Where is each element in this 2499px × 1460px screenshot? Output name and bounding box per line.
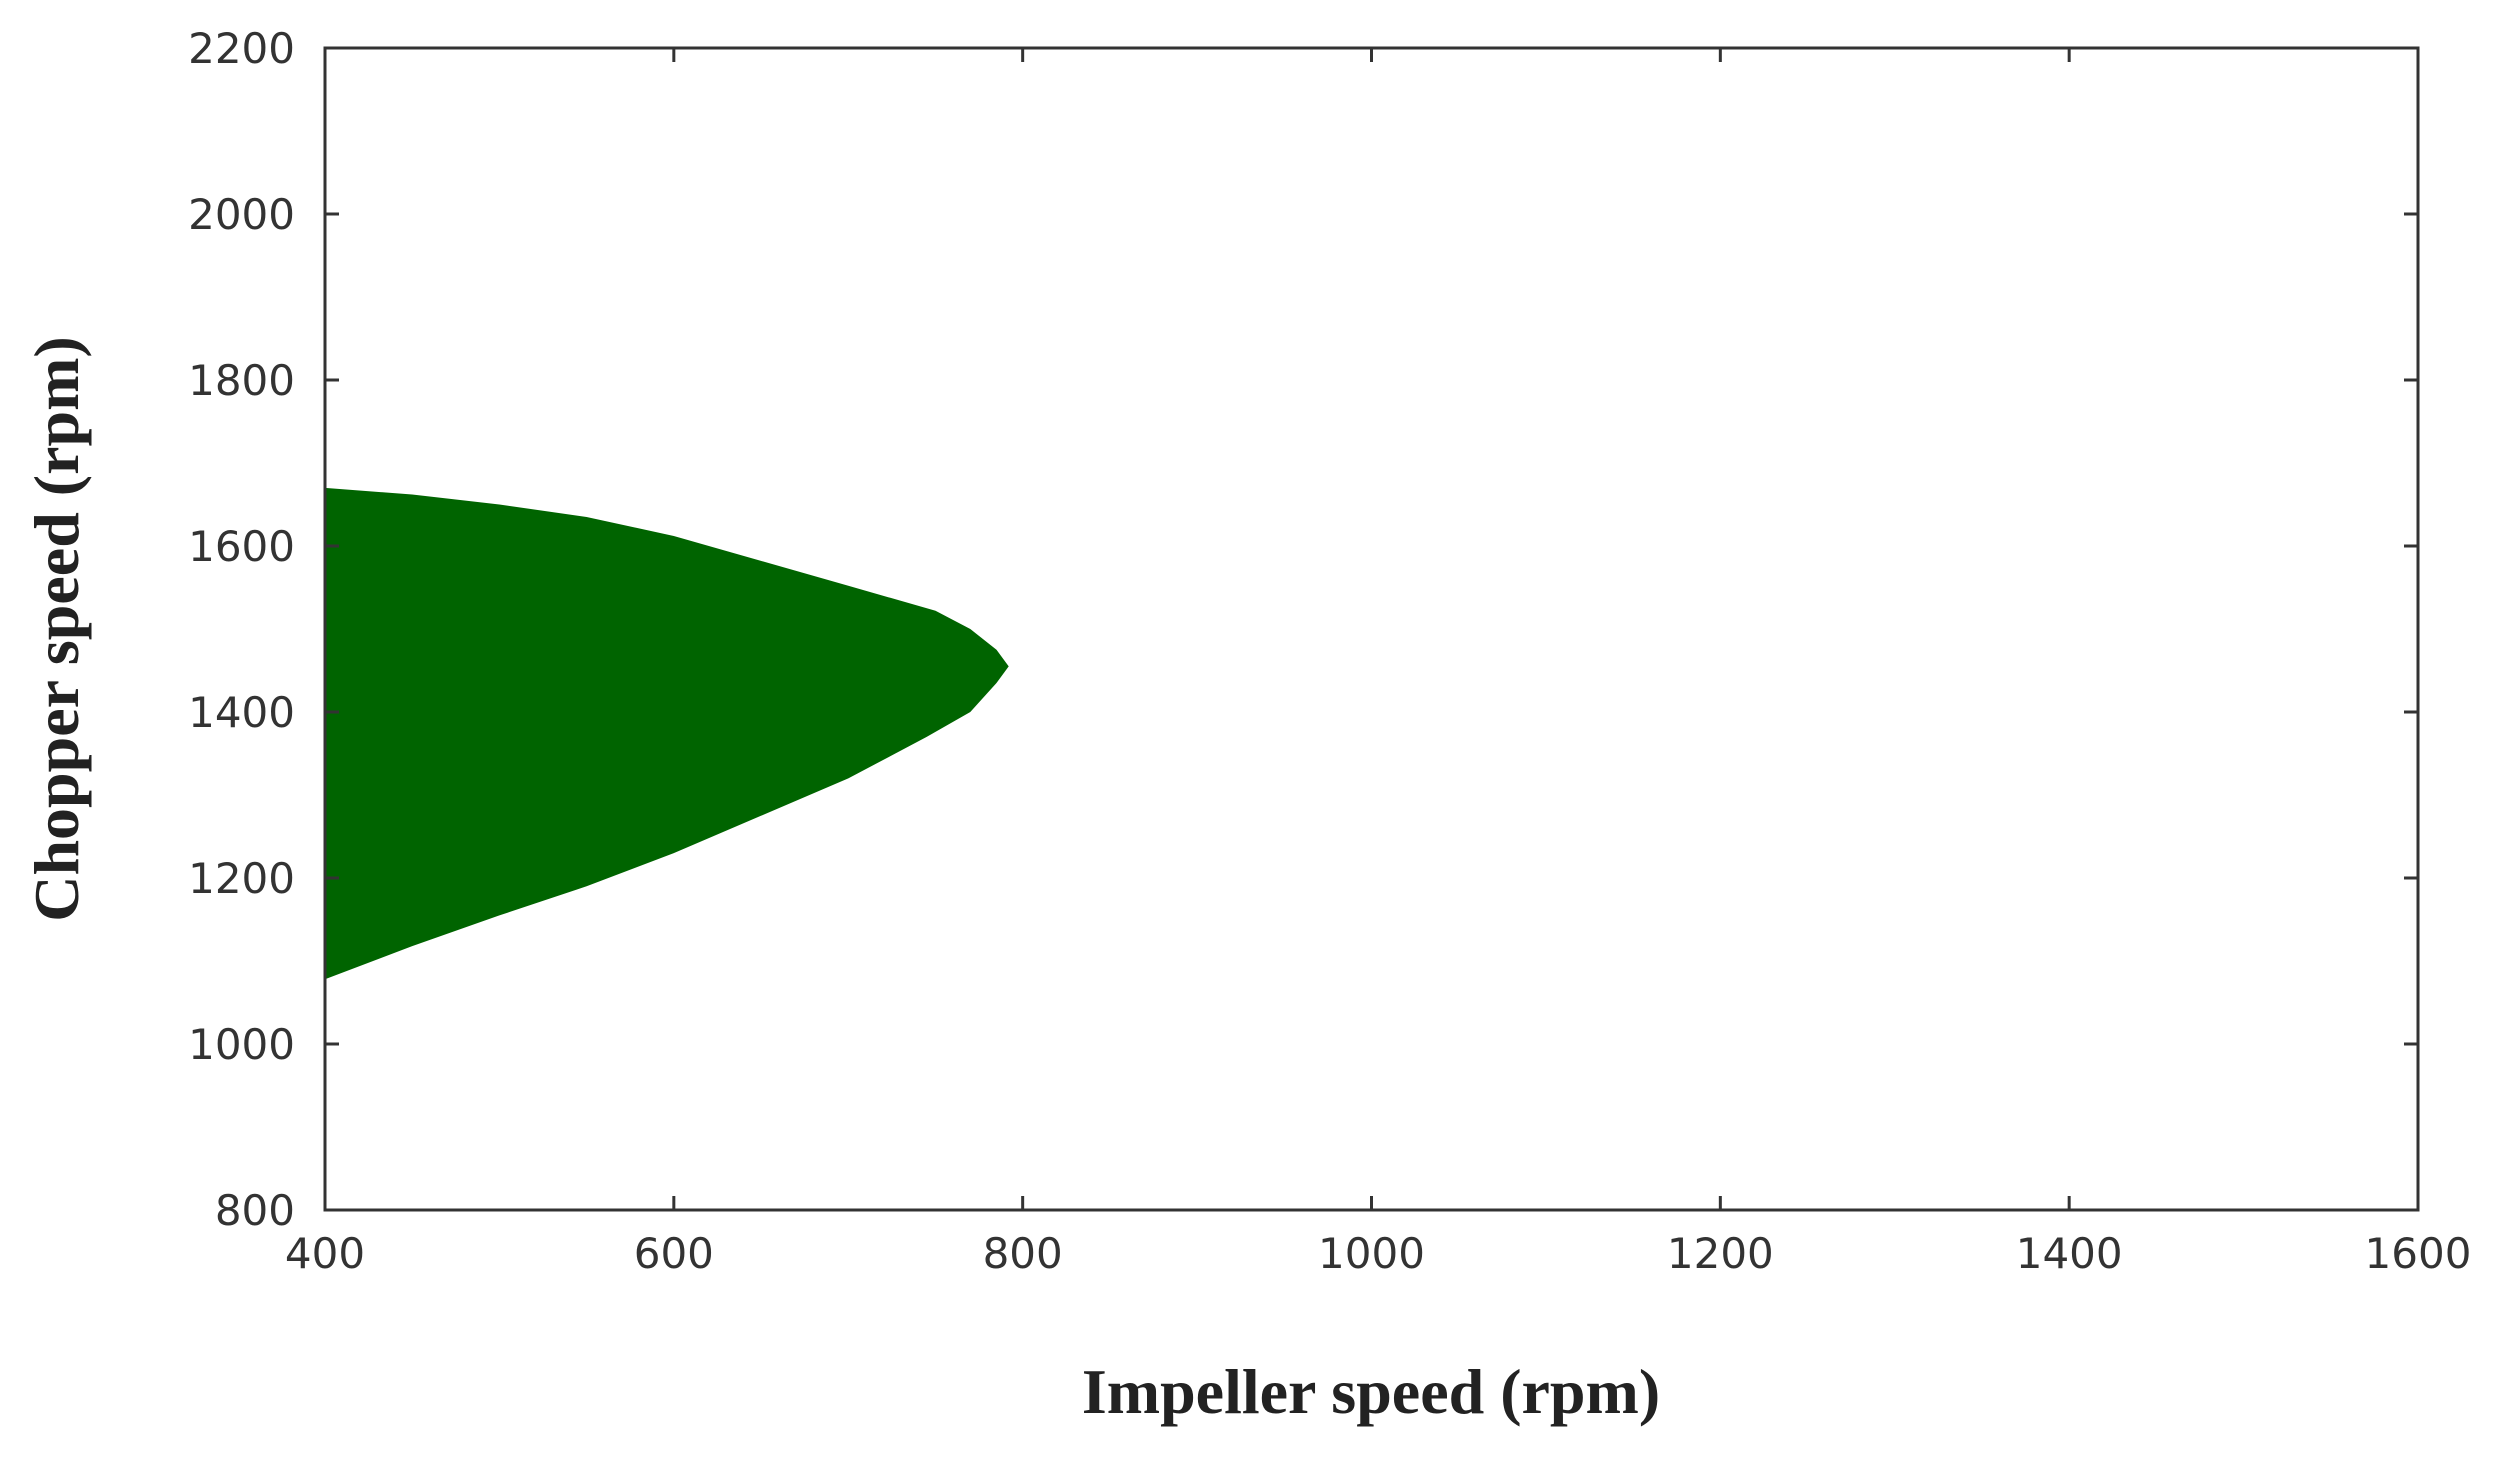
x-tick-label: 1600 [2365, 1229, 2472, 1278]
y-axis-title: Chopper speed (rpm) [21, 336, 92, 922]
y-tick-label: 2200 [188, 24, 295, 73]
x-tick-label: 600 [634, 1229, 714, 1278]
y-tick-label: 1400 [188, 688, 295, 737]
x-tick-label: 1000 [1318, 1229, 1425, 1278]
y-tick-label: 1200 [188, 854, 295, 903]
x-tick-label: 1400 [2016, 1229, 2123, 1278]
y-tick-label: 800 [215, 1186, 295, 1235]
y-tick-label: 1600 [188, 522, 295, 571]
x-tick-label: 1200 [1667, 1229, 1774, 1278]
y-tick-label: 1000 [188, 1020, 295, 1069]
x-tick-label: 800 [983, 1229, 1063, 1278]
plot-region [325, 487, 1009, 980]
operating-region [325, 487, 1009, 980]
y-tick-label: 1800 [188, 356, 295, 405]
x-axis: 400 600 800 1000 1200 1400 1600 [285, 48, 2472, 1278]
x-axis-title: Impeller speed (rpm) [1082, 1356, 1660, 1427]
y-axis: 800 1000 1200 1400 1600 1800 2000 2200 [188, 24, 2418, 1235]
x-tick-label: 400 [285, 1229, 365, 1278]
y-tick-label: 2000 [188, 190, 295, 239]
